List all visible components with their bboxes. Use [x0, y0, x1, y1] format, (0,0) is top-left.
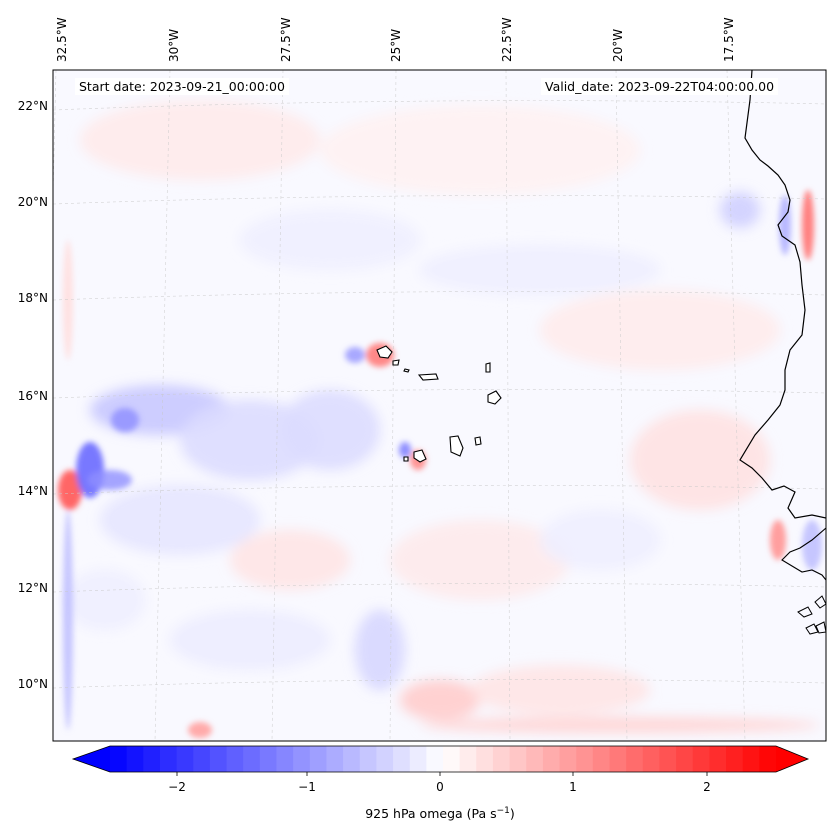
lat-label: 16°N [18, 389, 48, 403]
colorbar-swatch [692, 746, 710, 772]
map-frame [52, 69, 827, 742]
colorbar-swatch [459, 746, 477, 772]
africa-coastline [739, 70, 826, 519]
colorbar-swatch [476, 746, 494, 772]
colorbar-swatch [110, 746, 128, 772]
colorbar-swatch [576, 746, 594, 772]
africa-coastline-south [781, 527, 826, 581]
lat-label: 18°N [18, 291, 48, 305]
map-panel [52, 69, 827, 742]
colorbar-extend-low [73, 746, 110, 772]
colorbar-swatch [359, 746, 377, 772]
colorbar-swatch [559, 746, 577, 772]
lon-label: 30°W [167, 29, 181, 62]
colorbar-tick-label: 2 [703, 780, 711, 794]
lat-label: 14°N [18, 484, 48, 498]
colorbar: −2 −1 0 1 2 [71, 745, 810, 794]
colorbar-swatch [542, 746, 561, 772]
colorbar-cells [73, 746, 808, 772]
lon-label: 27.5°W [279, 17, 293, 62]
cape-verde-islands [376, 345, 502, 463]
colorbar-swatch [742, 746, 760, 772]
colorbar-swatch [159, 746, 178, 772]
lat-label: 10°N [18, 677, 48, 691]
lat-label: 20°N [18, 195, 48, 209]
bissagos-islands [797, 595, 826, 635]
longitude-labels: 32.5°W 30°W 27.5°W 25°W 22.5°W 20°W 17.5… [55, 17, 736, 62]
colorbar-swatch [309, 746, 328, 772]
colorbar-swatch [626, 746, 644, 772]
colorbar-outline [71, 745, 810, 773]
lat-label: 22°N [18, 99, 48, 113]
graticule [53, 70, 826, 741]
colorbar-label-exponent: −1 [496, 806, 510, 816]
colorbar-swatch [259, 746, 278, 772]
lat-label: 12°N [18, 581, 48, 595]
colorbar-swatch [343, 746, 361, 772]
colorbar-swatch [393, 746, 411, 772]
colorbar-swatch [609, 746, 627, 772]
colorbar-swatch [443, 746, 461, 772]
colorbar-swatch [426, 746, 444, 772]
colorbar-extend-high [776, 746, 808, 772]
colorbar-swatch [642, 746, 661, 772]
colorbar-swatch [709, 746, 727, 772]
colorbar-swatch [376, 746, 394, 772]
colorbar-swatch [176, 746, 194, 772]
colorbar-swatch [293, 746, 311, 772]
colorbar-swatch [126, 746, 144, 772]
colorbar-swatch [243, 746, 261, 772]
colorbar-swatch [276, 746, 294, 772]
colorbar-swatch [592, 746, 611, 772]
colorbar-swatch [759, 746, 777, 772]
colorbar-swatch [492, 746, 511, 772]
colorbar-tick-label: −2 [168, 780, 186, 794]
lon-label: 32.5°W [55, 17, 69, 62]
valid-date-label: Valid_date: 2023-09-22T04:00:00.00 [541, 78, 779, 95]
colorbar-swatch [209, 746, 228, 772]
colorbar-swatch [226, 746, 244, 772]
lon-label: 17.5°W [722, 17, 736, 62]
start-date-label: Start date: 2023-09-21_00:00:00 [75, 78, 289, 95]
colorbar-swatch [409, 746, 427, 772]
colorbar-swatch [143, 746, 161, 772]
colorbar-swatch [659, 746, 677, 772]
colorbar-tick-label: 1 [569, 780, 577, 794]
colorbar-swatch [193, 746, 211, 772]
colorbar-label-end: ) [509, 806, 515, 822]
colorbar-swatch [676, 746, 694, 772]
colorbar-swatch [726, 746, 744, 772]
colorbar-swatch [509, 746, 527, 772]
colorbar-label-main: 925 hPa omega (Pa s [365, 806, 497, 822]
colorbar-tick-label: 0 [436, 780, 444, 794]
colorbar-label: 925 hPa omega (Pa s−1) [0, 806, 837, 821]
omega-field [65, 100, 820, 733]
colorbar-tick-label: −1 [298, 780, 316, 794]
latitude-labels: 22°N 20°N 18°N 16°N 14°N 12°N 10°N [18, 99, 48, 691]
lon-label: 20°W [611, 29, 625, 62]
lon-label: 25°W [389, 29, 403, 62]
colorbar-swatch [526, 746, 544, 772]
colorbar-ticks [176, 772, 708, 776]
lon-label: 22.5°W [500, 17, 514, 62]
colorbar-swatch [326, 746, 344, 772]
